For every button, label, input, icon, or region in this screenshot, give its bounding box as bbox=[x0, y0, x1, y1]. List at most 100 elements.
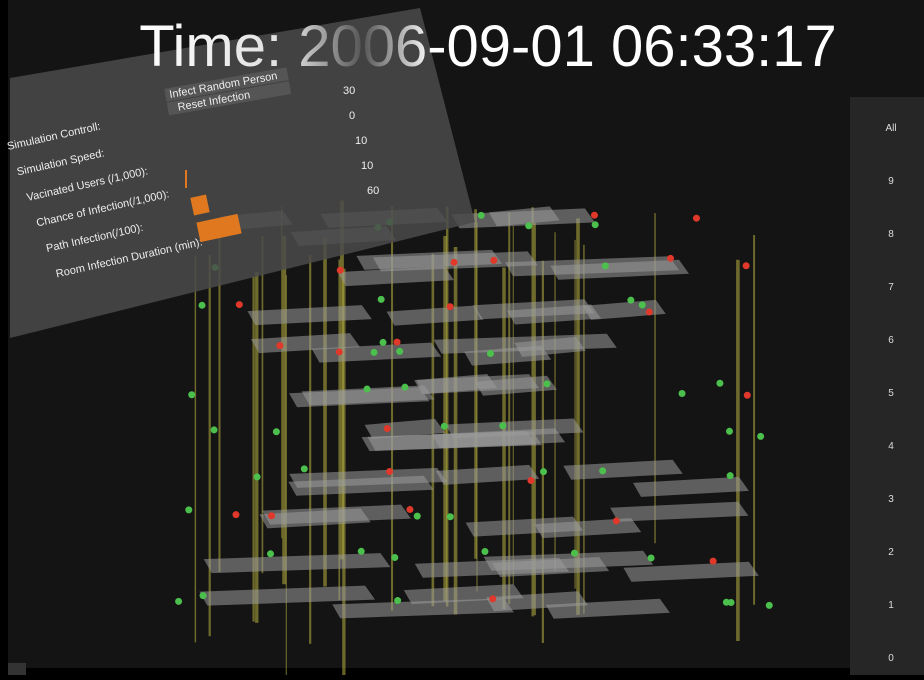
person bbox=[370, 348, 378, 356]
floor-slab bbox=[550, 259, 690, 280]
shaft bbox=[533, 222, 536, 616]
control-value: 0 bbox=[349, 110, 355, 122]
floor-slab bbox=[288, 475, 434, 496]
person bbox=[450, 258, 458, 266]
floor-button[interactable]: 5 bbox=[888, 388, 894, 399]
person bbox=[272, 428, 280, 436]
person bbox=[678, 390, 686, 398]
floor-button[interactable]: 2 bbox=[888, 547, 894, 558]
person bbox=[612, 517, 620, 525]
control-value: 10 bbox=[361, 160, 373, 172]
person bbox=[742, 262, 750, 270]
floor-slab bbox=[203, 553, 391, 574]
shaft bbox=[554, 232, 556, 571]
shaft bbox=[508, 212, 511, 605]
person bbox=[175, 597, 183, 605]
shaft bbox=[208, 254, 211, 637]
person bbox=[525, 222, 533, 230]
floor-button[interactable]: 0 bbox=[888, 653, 894, 664]
slider bbox=[190, 194, 210, 216]
shaft bbox=[194, 256, 197, 643]
person bbox=[383, 424, 391, 432]
person bbox=[446, 513, 454, 521]
control-value: 30 bbox=[343, 85, 355, 97]
person bbox=[335, 348, 343, 356]
person bbox=[391, 554, 399, 562]
floor-slab bbox=[199, 585, 376, 606]
floor-slab bbox=[475, 375, 557, 396]
person bbox=[570, 549, 578, 557]
person bbox=[477, 211, 485, 219]
person bbox=[481, 547, 489, 555]
person bbox=[543, 380, 551, 388]
person bbox=[379, 338, 387, 346]
person bbox=[540, 468, 548, 476]
person bbox=[757, 432, 765, 440]
person bbox=[490, 256, 498, 264]
button[interactable] bbox=[166, 81, 292, 116]
button[interactable] bbox=[164, 67, 289, 102]
person bbox=[647, 554, 655, 562]
shaft bbox=[338, 259, 341, 600]
person bbox=[727, 598, 735, 606]
person bbox=[591, 221, 599, 229]
floor-slab bbox=[506, 304, 602, 325]
shaft bbox=[476, 222, 478, 592]
person bbox=[638, 301, 646, 309]
floor-slab bbox=[332, 598, 514, 619]
person bbox=[499, 422, 507, 430]
person bbox=[268, 512, 276, 520]
shaft bbox=[261, 236, 264, 574]
floor-slab bbox=[386, 305, 484, 326]
person bbox=[300, 465, 308, 473]
person bbox=[726, 472, 734, 480]
floor-slab bbox=[433, 333, 617, 354]
floor-button[interactable]: 3 bbox=[888, 494, 894, 505]
floor-slab bbox=[633, 476, 749, 497]
person bbox=[692, 214, 700, 222]
shaft bbox=[512, 225, 514, 585]
person bbox=[716, 379, 724, 387]
floor-button[interactable]: 8 bbox=[888, 229, 894, 240]
shaft bbox=[282, 235, 287, 585]
slider bbox=[196, 213, 242, 243]
control-values: 30 0 10 10 60 bbox=[343, 85, 379, 197]
floor-button[interactable]: 4 bbox=[888, 441, 894, 452]
floor-button[interactable]: 9 bbox=[888, 176, 894, 187]
floor-button[interactable]: 6 bbox=[888, 335, 894, 346]
shaft bbox=[252, 276, 255, 622]
shaft bbox=[218, 218, 221, 573]
person bbox=[743, 391, 751, 399]
person bbox=[590, 211, 598, 219]
shaft bbox=[285, 275, 287, 680]
person bbox=[413, 512, 421, 520]
person bbox=[599, 467, 607, 475]
floor-slab bbox=[356, 249, 503, 270]
person bbox=[235, 301, 243, 309]
floor-button[interactable]: 7 bbox=[888, 282, 894, 293]
floor-slab bbox=[289, 387, 430, 408]
floor-slab bbox=[259, 508, 371, 529]
person bbox=[765, 601, 773, 609]
floor-list: All 9 8 7 6 5 4 3 2 1 0 bbox=[885, 123, 896, 664]
person bbox=[188, 391, 196, 399]
floor-button[interactable]: 1 bbox=[888, 600, 894, 611]
floor-slab bbox=[361, 431, 543, 452]
control-value: 60 bbox=[367, 185, 379, 197]
floor-button[interactable]: All bbox=[885, 123, 896, 134]
person bbox=[406, 505, 414, 513]
person bbox=[486, 349, 494, 357]
person bbox=[199, 592, 207, 600]
person bbox=[386, 467, 394, 475]
person bbox=[267, 550, 275, 558]
floor-slab bbox=[623, 561, 759, 582]
person bbox=[276, 342, 284, 350]
corner bbox=[8, 663, 26, 675]
slider bbox=[185, 170, 187, 188]
person bbox=[446, 303, 454, 311]
person bbox=[198, 301, 206, 309]
person bbox=[394, 597, 402, 605]
person bbox=[232, 511, 240, 519]
person bbox=[185, 506, 193, 514]
